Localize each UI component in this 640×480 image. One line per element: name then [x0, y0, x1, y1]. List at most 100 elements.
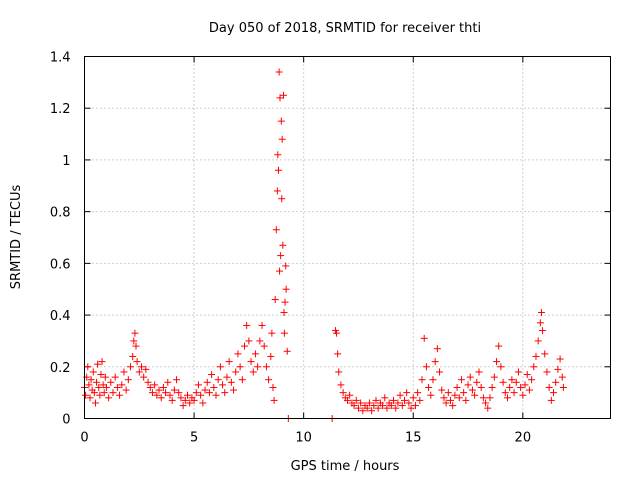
data-point	[279, 241, 287, 249]
data-point	[420, 334, 428, 342]
data-point	[205, 389, 213, 397]
data-point	[510, 389, 518, 397]
data-point	[464, 381, 472, 389]
y-tick-label: 0.4	[50, 309, 71, 324]
data-point	[118, 381, 126, 389]
data-point	[440, 394, 448, 402]
data-point	[278, 135, 286, 143]
data-point	[442, 399, 450, 407]
data-point	[280, 329, 288, 337]
data-point	[475, 368, 483, 376]
data-point	[216, 363, 224, 371]
data-point	[550, 389, 558, 397]
axis-ticks: 0 0.2 0.4 0.6 0.8 1 1.2 1.4 0 5 10 15 20	[50, 51, 611, 446]
x-tick-label: 15	[405, 431, 422, 446]
data-point	[120, 368, 128, 376]
data-point	[227, 378, 235, 386]
data-point	[414, 389, 422, 397]
data-point	[449, 402, 457, 410]
data-point	[221, 389, 229, 397]
data-point	[232, 368, 240, 376]
grid	[84, 56, 611, 419]
data-point	[363, 404, 371, 412]
data-point	[346, 391, 354, 399]
data-point	[260, 342, 268, 350]
data-point	[109, 389, 117, 397]
data-point	[144, 378, 152, 386]
data-point	[559, 383, 567, 391]
data-point	[350, 402, 358, 410]
data-point	[151, 381, 159, 389]
data-point	[503, 394, 511, 402]
x-tick-label: 0	[80, 431, 88, 446]
data-point	[457, 376, 465, 384]
data-point	[247, 358, 255, 366]
data-point	[471, 391, 479, 399]
data-point	[164, 378, 172, 386]
data-point	[276, 267, 284, 275]
y-tick-label: 1.4	[50, 51, 71, 66]
data-point	[392, 404, 400, 412]
data-point	[396, 391, 404, 399]
data-point	[403, 389, 411, 397]
data-point	[394, 399, 402, 407]
data-point	[267, 352, 275, 360]
data-point	[398, 402, 406, 410]
y-axis-label: SRMTID / TECUs	[9, 185, 24, 290]
data-point	[466, 373, 474, 381]
y-tick-label: 0.2	[50, 361, 71, 376]
x-tick-label: 20	[515, 431, 532, 446]
data-point	[387, 402, 395, 410]
data-point	[552, 378, 560, 386]
data-point	[219, 381, 227, 389]
data-point	[444, 389, 452, 397]
data-point	[539, 327, 547, 335]
data-point	[265, 376, 273, 384]
data-point	[84, 363, 92, 371]
data-point	[490, 373, 498, 381]
data-point	[197, 391, 205, 399]
data-point	[146, 383, 154, 391]
data-point	[418, 376, 426, 384]
data-point	[381, 394, 389, 402]
data-point	[162, 389, 170, 397]
data-point	[113, 383, 121, 391]
data-point	[230, 386, 238, 394]
data-point	[541, 350, 549, 358]
data-point	[374, 404, 382, 412]
y-tick-label: 0.6	[50, 257, 71, 272]
data-point	[210, 383, 218, 391]
y-tick-label: 0	[62, 413, 70, 428]
data-point	[337, 381, 345, 389]
data-point	[199, 399, 207, 407]
data-point	[245, 337, 253, 345]
data-point	[262, 363, 270, 371]
data-point	[278, 195, 286, 203]
data-point	[416, 396, 424, 404]
data-point	[282, 262, 290, 270]
data-point	[339, 389, 347, 397]
y-tick-label: 0.8	[50, 206, 71, 221]
data-point	[488, 383, 496, 391]
data-point	[379, 402, 387, 410]
data-point	[534, 337, 542, 345]
data-point	[186, 399, 194, 407]
data-point	[499, 378, 507, 386]
data-point	[277, 117, 285, 125]
data-point	[243, 321, 251, 329]
data-point	[153, 391, 161, 399]
data-point	[214, 376, 222, 384]
data-point	[94, 360, 102, 368]
data-point	[105, 394, 113, 402]
data-point	[523, 371, 531, 379]
data-point	[334, 350, 342, 358]
data-point	[473, 378, 481, 386]
data-point	[479, 394, 487, 402]
data-point	[508, 376, 516, 384]
data-point	[131, 329, 139, 337]
data-point	[90, 389, 98, 397]
data-point	[425, 383, 433, 391]
data-point	[223, 373, 231, 381]
data-point	[409, 394, 417, 402]
